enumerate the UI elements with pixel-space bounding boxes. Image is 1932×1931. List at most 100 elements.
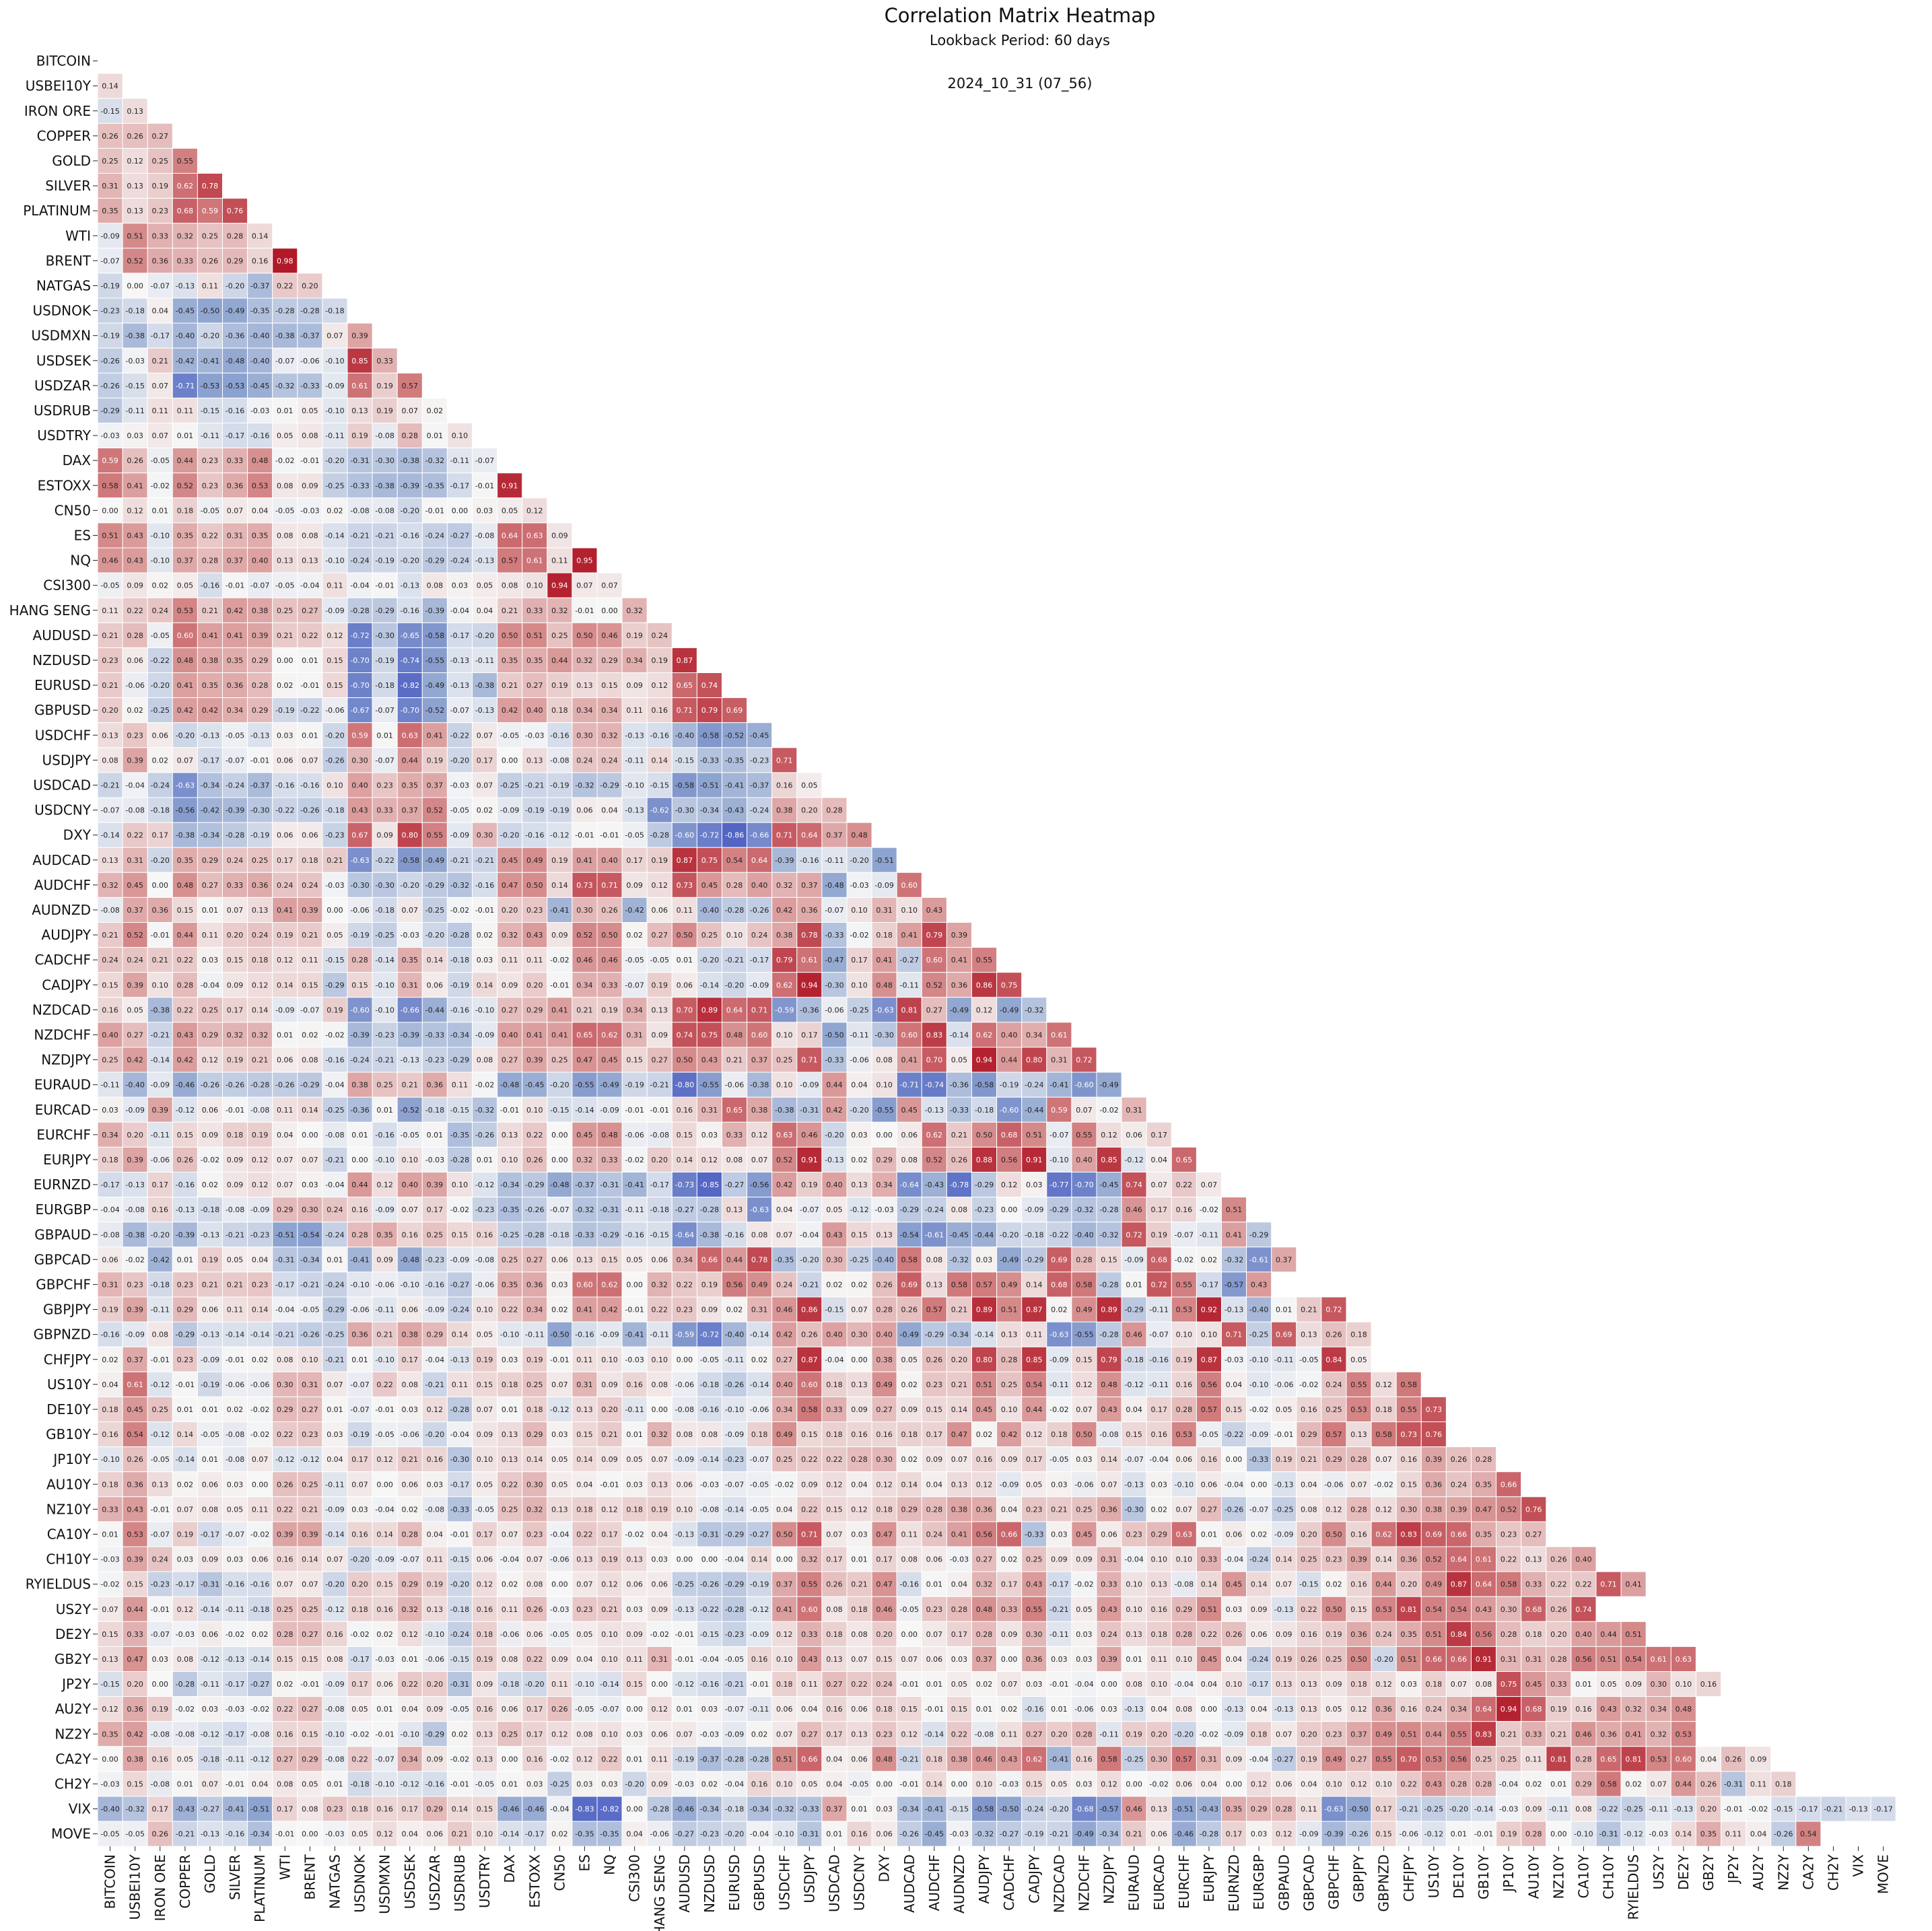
cell-value-label: 0.10 xyxy=(1176,1331,1193,1339)
cell-value-label: 0.24 xyxy=(1451,1480,1468,1489)
cell-value-label: 0.60 xyxy=(801,1605,818,1614)
cell-value-label: 0.01 xyxy=(427,1131,444,1139)
cell-value-label: -0.29 xyxy=(1124,1306,1143,1314)
heatmap-cell-usdsek-usbei10y xyxy=(122,347,148,374)
cell-value-label: -0.09 xyxy=(725,1430,744,1439)
cell-value-label: -0.51 xyxy=(1175,1805,1194,1814)
cell-value-label: 0.03 xyxy=(202,956,219,964)
cell-value-label: 0.28 xyxy=(402,431,419,440)
cell-value-label: 0.69 xyxy=(1051,1255,1068,1264)
cell-value-label: 0.17 xyxy=(152,1181,169,1189)
cell-value-label: 0.37 xyxy=(127,906,143,915)
cell-value-label: -0.14 xyxy=(700,981,719,989)
cell-value-label: 0.18 xyxy=(576,1505,593,1514)
cell-value-label: 0.15 xyxy=(227,956,244,964)
cell-value-label: 0.34 xyxy=(102,1131,118,1139)
cell-value-label: 0.14 xyxy=(252,1006,269,1014)
cell-value-label: -0.28 xyxy=(650,1805,669,1814)
cell-value-label: -0.15 xyxy=(1299,1580,1318,1589)
cell-value-label: -0.14 xyxy=(325,1530,344,1539)
cell-value-label: 0.02 xyxy=(452,1730,469,1739)
cell-value-label: -0.58 xyxy=(425,631,444,640)
cell-value-label: 0.03 xyxy=(427,1480,444,1489)
cell-value-label: -0.71 xyxy=(176,382,195,390)
cell-value-label: 0.11 xyxy=(526,956,543,964)
cell-value-label: -0.01 xyxy=(1724,1805,1743,1814)
cell-value-label: -0.01 xyxy=(300,456,319,465)
cell-value-label: -0.09 xyxy=(1274,1530,1293,1539)
cell-value-label: 0.18 xyxy=(1375,1405,1392,1414)
cell-value-label: 0.26 xyxy=(526,1605,543,1614)
cell-value-label: 0.01 xyxy=(626,1755,643,1763)
cell-value-label: -0.17 xyxy=(450,481,469,490)
cell-value-label: 0.50 xyxy=(526,881,543,890)
heatmap-cell-cn50-usdtry xyxy=(472,497,498,524)
cell-value-label: -0.17 xyxy=(1049,1580,1068,1589)
cell-value-label: -0.02 xyxy=(1099,1106,1118,1115)
cell-value-label: 0.06 xyxy=(1226,1530,1243,1539)
cell-value-label: 0.26 xyxy=(1700,1780,1717,1788)
cell-value-label: 0.57 xyxy=(402,382,419,390)
cell-value-label: 0.10 xyxy=(851,981,868,989)
cell-value-label: -0.12 xyxy=(275,1455,294,1464)
cell-value-label: 0.12 xyxy=(976,1480,993,1489)
cell-value-label: -0.05 xyxy=(500,731,519,740)
cell-value-label: -0.29 xyxy=(600,781,619,789)
cell-value-label: 0.33 xyxy=(127,1630,143,1639)
cell-value-label: -0.14 xyxy=(975,1331,994,1339)
cell-value-label: 0.12 xyxy=(526,506,543,515)
cell-value-label: -0.40 xyxy=(250,357,269,365)
cell-value-label: 0.04 xyxy=(1251,1705,1268,1714)
cell-value-label: -0.34 xyxy=(750,1805,769,1814)
cell-value-label: 0.44 xyxy=(1375,1580,1392,1589)
heatmap-cell-estoxx-copper xyxy=(172,472,198,499)
cell-value-label: -0.29 xyxy=(1025,1255,1043,1264)
cell-value-label: 0.08 xyxy=(152,1331,169,1339)
cell-value-label: 0.01 xyxy=(376,731,393,740)
cell-value-label: 0.50 xyxy=(601,931,618,940)
cell-value-label: -0.29 xyxy=(975,1181,994,1189)
cell-value-label: 0.00 xyxy=(626,1805,643,1814)
cell-value-label: 0.12 xyxy=(477,1580,493,1589)
cell-value-label: -0.32 xyxy=(775,1805,794,1814)
cell-value-label: 0.17 xyxy=(1375,1805,1392,1814)
heatmap-cell-dax-usbei10y xyxy=(122,448,148,474)
cell-value-label: 0.13 xyxy=(851,1380,868,1389)
cell-value-label: -0.29 xyxy=(925,1331,944,1339)
cell-value-label: -0.13 xyxy=(450,681,469,690)
cell-value-label: 0.17 xyxy=(477,756,493,765)
cell-value-label: 0.17 xyxy=(1151,1405,1168,1414)
cell-value-label: 0.04 xyxy=(102,1380,118,1389)
cell-value-label: -0.61 xyxy=(1249,1255,1268,1264)
cell-value-label: 0.19 xyxy=(102,1306,118,1314)
cell-value-label: 0.71 xyxy=(751,1006,768,1014)
cell-value-label: 0.36 xyxy=(227,681,244,690)
cell-value-label: -0.20 xyxy=(800,1255,819,1264)
cell-value-label: 0.26 xyxy=(1451,1455,1468,1464)
cell-value-label: -0.02 xyxy=(1299,1380,1318,1389)
cell-value-label: 0.15 xyxy=(127,1580,143,1589)
cell-value-label: 0.87 xyxy=(1201,1356,1218,1364)
cell-value-label: -0.19 xyxy=(1000,1081,1019,1090)
cell-value-label: -0.35 xyxy=(600,1830,619,1839)
cell-value-label: 0.30 xyxy=(826,1255,843,1264)
cell-value-label: -0.05 xyxy=(401,1131,419,1139)
cell-value-label: 0.05 xyxy=(1325,1705,1342,1714)
cell-value-label: 0.28 xyxy=(826,806,843,815)
cell-value-label: 0.60 xyxy=(1676,1755,1692,1763)
cell-value-label: 0.05 xyxy=(801,781,818,789)
cell-value-label: -0.12 xyxy=(550,831,569,840)
cell-value-label: -0.24 xyxy=(450,1306,469,1314)
cell-value-label: 0.21 xyxy=(726,1056,743,1065)
cell-value-label: -0.01 xyxy=(1274,1430,1293,1439)
cell-value-label: -0.38 xyxy=(176,831,195,840)
cell-value-label: 0.16 xyxy=(152,1755,169,1763)
cell-value-label: -0.58 xyxy=(975,1805,994,1814)
cell-value-label: -0.03 xyxy=(550,1605,569,1614)
cell-value-label: 0.48 xyxy=(1101,1380,1117,1389)
heatmap-cell-estoxx-gold xyxy=(197,472,223,499)
cell-value-label: -0.01 xyxy=(151,1605,170,1614)
cell-value-label: 0.41 xyxy=(277,906,294,915)
cell-value-label: -0.13 xyxy=(401,1056,419,1065)
cell-value-label: -0.36 xyxy=(226,332,244,341)
